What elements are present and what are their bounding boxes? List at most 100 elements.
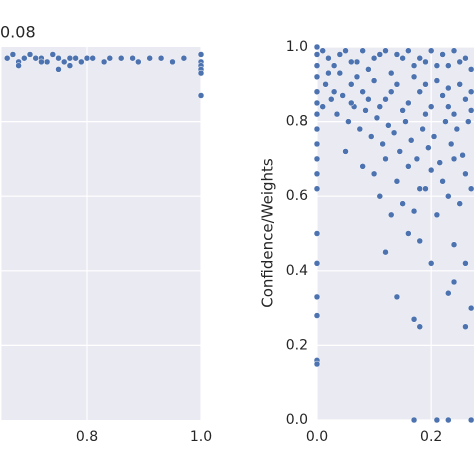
scatter-point xyxy=(390,129,398,137)
scatter-point xyxy=(83,54,91,62)
scatter-point xyxy=(396,148,404,155)
scatter-point xyxy=(467,416,474,424)
scatter-point xyxy=(106,54,114,62)
scatter-point xyxy=(313,293,321,301)
scatter-point xyxy=(370,54,378,62)
scatter-point xyxy=(339,92,346,99)
scatter-point xyxy=(313,110,321,118)
scatter-point xyxy=(328,95,335,103)
scatter-point xyxy=(313,125,321,133)
scatter-point xyxy=(356,125,364,133)
scatter-point xyxy=(313,99,321,107)
scatter-point xyxy=(450,241,458,248)
scatter-point xyxy=(427,260,435,267)
scatter-point xyxy=(445,103,452,110)
scatter-point xyxy=(405,99,412,107)
scatter-point xyxy=(370,170,378,178)
scatter-point xyxy=(462,323,469,330)
scatter-point xyxy=(427,103,435,110)
scatter-point xyxy=(117,54,125,62)
scatter-point xyxy=(169,58,176,66)
y-axis-label: Confidence/Weights xyxy=(259,158,277,308)
scatter-point xyxy=(459,151,466,159)
scatter-point xyxy=(55,54,62,62)
scatter-point xyxy=(359,163,366,170)
scatter-point xyxy=(15,62,22,69)
scatter-point xyxy=(373,114,381,122)
scatter-point xyxy=(197,51,205,58)
scatter-point xyxy=(180,54,188,62)
scatter-point xyxy=(410,73,418,81)
scatter-point xyxy=(21,54,28,62)
scatter-point xyxy=(330,88,338,96)
scatter-point xyxy=(399,200,406,207)
scatter-point xyxy=(330,62,338,69)
scatter-point xyxy=(416,323,424,330)
scatter-point xyxy=(453,125,461,133)
scatter-point xyxy=(387,211,395,219)
scatter-point xyxy=(393,51,401,58)
scatter-point xyxy=(325,54,332,62)
scatter-point xyxy=(393,81,401,88)
scatter-point xyxy=(393,293,401,301)
y-tick-label: 0.0 xyxy=(286,412,308,428)
scatter-point xyxy=(382,95,389,103)
scatter-point xyxy=(319,103,326,110)
scatter-point xyxy=(407,137,415,144)
scatter-point xyxy=(416,237,424,245)
scatter-point xyxy=(385,122,392,129)
y-tick-label: 0.8 xyxy=(286,114,308,130)
scatter-point xyxy=(387,88,395,96)
scatter-point xyxy=(393,178,401,185)
scatter-point xyxy=(100,58,108,66)
scatter-point xyxy=(348,58,355,66)
scatter-point xyxy=(376,192,384,200)
scatter-point xyxy=(43,58,51,66)
scatter-point xyxy=(387,69,395,77)
scatter-point xyxy=(410,316,418,323)
scatter-point xyxy=(416,185,424,192)
y-tick-label: 0.2 xyxy=(286,337,308,353)
scatter-point xyxy=(313,230,321,237)
scatter-point xyxy=(66,62,74,69)
scatter-point xyxy=(26,51,34,58)
scatter-point xyxy=(322,81,329,88)
scatter-point xyxy=(462,54,469,62)
scatter-point xyxy=(135,58,142,66)
scatter-point xyxy=(313,185,321,192)
scatter-point xyxy=(422,110,429,118)
scatter-point xyxy=(422,81,429,88)
scatter-point xyxy=(197,69,205,77)
panel-title: 0.08 xyxy=(0,23,36,42)
scatter-point xyxy=(445,289,452,297)
scatter-point xyxy=(359,88,366,96)
scatter-point xyxy=(445,62,452,69)
scatter-point xyxy=(313,155,321,163)
scatter-point xyxy=(410,416,418,424)
scatter-point xyxy=(9,51,17,58)
scatter-point xyxy=(439,51,446,58)
scatter-point xyxy=(376,103,384,110)
scatter-point xyxy=(49,51,57,58)
scatter-point xyxy=(365,95,372,103)
scatter-point xyxy=(157,54,165,62)
scatter-point xyxy=(465,118,472,125)
scatter-point xyxy=(325,69,332,77)
scatter-point xyxy=(348,99,355,107)
scatter-point xyxy=(313,51,321,58)
scatter-point xyxy=(3,54,11,62)
scatter-point xyxy=(362,107,369,114)
scatter-point xyxy=(467,185,474,192)
scatter-point xyxy=(410,207,418,215)
scatter-point xyxy=(319,47,326,54)
scatter-point xyxy=(197,92,205,99)
scatter-point xyxy=(313,140,321,148)
scatter-point xyxy=(313,312,321,319)
scatter-point xyxy=(439,178,446,185)
scatter-point xyxy=(467,66,474,73)
scatter-point xyxy=(456,81,463,88)
scatter-point xyxy=(419,125,426,133)
scatter-point xyxy=(433,416,441,424)
scatter-point xyxy=(129,54,136,62)
x-tick-label: 0.8 xyxy=(76,429,98,445)
